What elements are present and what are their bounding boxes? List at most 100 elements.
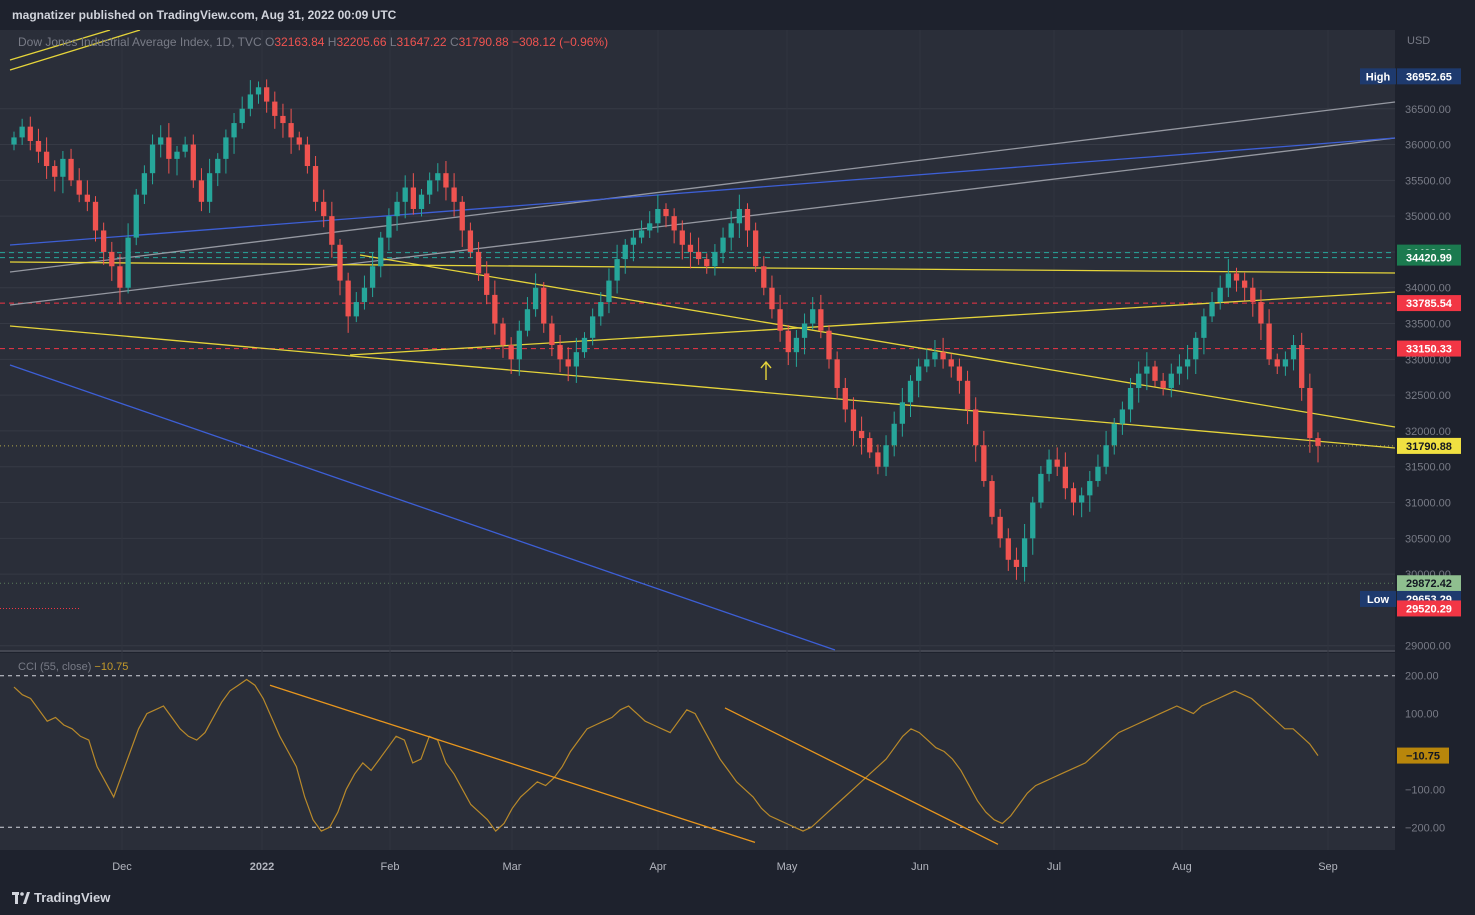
candle-body[interactable] xyxy=(712,251,718,267)
ohlc-legend[interactable]: Dow Jones Industrial Average Index, 1D, … xyxy=(18,35,608,49)
candle-body[interactable] xyxy=(369,266,376,288)
candle-body[interactable] xyxy=(1030,502,1036,539)
candle-body[interactable] xyxy=(1193,337,1199,360)
candle-body[interactable] xyxy=(858,430,865,439)
candle-body[interactable] xyxy=(484,273,490,295)
candle-body[interactable] xyxy=(27,126,33,141)
candle-body[interactable] xyxy=(867,438,873,453)
candle-body[interactable] xyxy=(1315,438,1321,446)
yellow-top-left-line-2[interactable] xyxy=(9,30,141,71)
candle-body[interactable] xyxy=(1274,359,1280,367)
candle-body[interactable] xyxy=(255,87,262,95)
candle-body[interactable] xyxy=(695,251,702,260)
candle-body[interactable] xyxy=(810,309,816,324)
cci-trendline-1[interactable] xyxy=(269,684,756,844)
yellow-falling-trendline-2[interactable] xyxy=(359,254,1396,428)
yellow-falling-trendline-1[interactable] xyxy=(9,325,1396,449)
candle-body[interactable] xyxy=(1021,538,1028,567)
candle-body[interactable] xyxy=(1079,495,1085,503)
candle-body[interactable] xyxy=(1299,345,1305,388)
candle-body[interactable] xyxy=(174,151,180,159)
candle-body[interactable] xyxy=(264,87,270,102)
candle-body[interactable] xyxy=(753,230,759,267)
candle-body[interactable] xyxy=(141,173,148,195)
candle-body[interactable] xyxy=(280,115,286,124)
candle-body[interactable] xyxy=(557,345,563,360)
candle-body[interactable] xyxy=(891,423,897,446)
candle-body[interactable] xyxy=(516,330,522,360)
candle-body[interactable] xyxy=(60,158,66,177)
candle-body[interactable] xyxy=(663,208,669,217)
candle-body[interactable] xyxy=(321,201,327,217)
blue-trendline-upper[interactable] xyxy=(9,137,1396,246)
cci-line[interactable] xyxy=(13,678,1319,832)
candle-body[interactable] xyxy=(1176,366,1183,374)
grey-channel-upper[interactable] xyxy=(9,101,1396,273)
candle-body[interactable] xyxy=(117,266,123,288)
candle-body[interactable] xyxy=(647,223,653,231)
candle-body[interactable] xyxy=(1201,316,1207,338)
arrow-up-icon[interactable] xyxy=(760,360,772,380)
candle-body[interactable] xyxy=(769,287,775,310)
candle-body[interactable] xyxy=(590,316,596,338)
candle-body[interactable] xyxy=(166,137,172,159)
candle-body[interactable] xyxy=(125,237,131,288)
candle-body[interactable] xyxy=(1038,473,1044,503)
candle-body[interactable] xyxy=(956,366,963,381)
candle-body[interactable] xyxy=(565,359,571,367)
candle-body[interactable] xyxy=(158,137,164,145)
candle-body[interactable] xyxy=(492,294,498,324)
candle-body[interactable] xyxy=(842,387,848,410)
candle-body[interactable] xyxy=(1005,538,1011,560)
candle-body[interactable] xyxy=(630,237,637,245)
candle-body[interactable] xyxy=(272,101,278,116)
candle-body[interactable] xyxy=(541,287,547,324)
candle-body[interactable] xyxy=(1242,280,1248,288)
candle-body[interactable] xyxy=(1013,559,1020,567)
candle-body[interactable] xyxy=(92,201,99,231)
candle-body[interactable] xyxy=(1127,387,1134,410)
candle-body[interactable] xyxy=(467,230,474,252)
candle-body[interactable] xyxy=(916,366,922,381)
candle-body[interactable] xyxy=(101,230,107,252)
candle-body[interactable] xyxy=(524,309,531,331)
candle-body[interactable] xyxy=(1290,345,1297,360)
candle-body[interactable] xyxy=(581,337,588,353)
candle-body[interactable] xyxy=(1062,466,1068,489)
candle-body[interactable] xyxy=(198,180,205,202)
candle-body[interactable] xyxy=(182,144,188,152)
candle-body[interactable] xyxy=(973,409,979,446)
blue-trendline-lower[interactable] xyxy=(9,364,836,651)
candle-body[interactable] xyxy=(614,259,620,281)
candle-body[interactable] xyxy=(989,481,995,517)
candle-body[interactable] xyxy=(964,380,971,410)
candle-body[interactable] xyxy=(1168,373,1174,388)
candle-body[interactable] xyxy=(149,144,156,174)
candle-body[interactable] xyxy=(907,380,914,403)
candle-body[interactable] xyxy=(622,244,628,260)
candle-body[interactable] xyxy=(1095,466,1101,482)
candle-body[interactable] xyxy=(532,287,539,310)
candle-body[interactable] xyxy=(84,194,90,202)
candle-body[interactable] xyxy=(1266,323,1272,360)
candle-body[interactable] xyxy=(1184,359,1191,367)
candle-body[interactable] xyxy=(345,280,351,317)
candle-body[interactable] xyxy=(875,452,881,467)
candle-body[interactable] xyxy=(1282,359,1289,367)
candle-body[interactable] xyxy=(1160,380,1166,388)
yellow-top-left-line-1[interactable] xyxy=(9,30,111,61)
candle-body[interactable] xyxy=(215,158,221,174)
candle-body[interactable] xyxy=(997,516,1003,539)
candle-body[interactable] xyxy=(777,309,783,331)
candle-body[interactable] xyxy=(1250,287,1256,303)
candle-body[interactable] xyxy=(427,180,433,195)
candle-body[interactable] xyxy=(76,180,82,195)
candle-body[interactable] xyxy=(606,280,612,303)
candle-body[interactable] xyxy=(231,123,237,138)
candle-body[interactable] xyxy=(386,216,392,238)
candle-body[interactable] xyxy=(329,216,335,245)
candle-body[interactable] xyxy=(671,216,677,231)
candle-body[interactable] xyxy=(1136,373,1142,388)
candle-body[interactable] xyxy=(11,137,17,145)
candle-body[interactable] xyxy=(1103,445,1109,467)
